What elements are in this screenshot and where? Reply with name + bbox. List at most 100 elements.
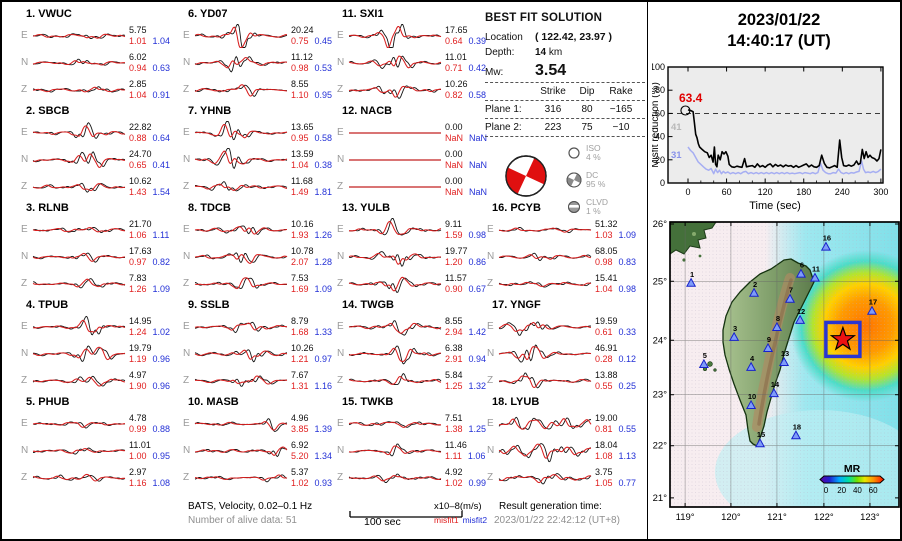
misfit1-value: 0.64: [445, 35, 463, 46]
amplitude-value: 2.85: [129, 79, 147, 89]
misfit1-value: 1.05: [595, 477, 613, 488]
station-block: 9. SSLB E 8.79 1.68 1.33 N 10.26 1.21 0.97…: [180, 299, 338, 394]
misfit1-value: 1.02: [445, 477, 463, 488]
svg-text:20: 20: [837, 486, 846, 495]
waveform-trace: [194, 224, 288, 235]
misfit1-value: 1.20: [445, 256, 463, 267]
channel-row: E 19.59 0.61 0.33: [484, 313, 642, 340]
dataset-label: BATS, Velocity, 0.02–0.1 Hz: [188, 501, 313, 512]
misfit1-value: 1.24: [129, 326, 147, 337]
map-base-layers: [670, 222, 899, 507]
channel-label: E: [21, 127, 28, 138]
amplitude-value: 24.70: [129, 149, 152, 159]
decomposition-list: ISO 4 % DC 95 %: [565, 139, 608, 220]
misfit1-value: 0.61: [595, 326, 613, 337]
channel-row: E 10.16 1.93 1.26: [180, 216, 338, 243]
channel-values: 7.83 1.26 1.09: [126, 273, 174, 294]
station-block: 8. TDCB E 10.16 1.93 1.26 N 10.78 2.07 1.2…: [180, 202, 338, 297]
plane1-row: Plane 1: 316 80 −165: [485, 101, 645, 119]
channel-values: 6.38 2.91 0.94: [442, 343, 490, 364]
misfit2-value: 1.09: [618, 229, 637, 240]
channel-row: E 4.96 3.85 1.39: [180, 410, 338, 437]
channel-label: N: [183, 445, 191, 456]
channel-row: E 0.00 NaN NaN: [334, 119, 492, 146]
svg-text:100: 100: [652, 62, 665, 72]
waveform-trace: [498, 321, 592, 336]
channel-label: Z: [21, 278, 28, 289]
waveform-trace: [32, 85, 126, 92]
misfit1-value: 1.10: [291, 89, 309, 100]
waveform-trace: [194, 23, 288, 48]
colorbar-title: MR: [844, 463, 861, 475]
map-station-number: 10: [748, 392, 756, 401]
misfit1-legend-label: misfit1: [434, 515, 459, 525]
channel-values: 4.78 0.99 0.88: [126, 413, 174, 434]
channel-row: Z 5.84 1.25 1.32: [334, 367, 492, 394]
channel-values: 10.78 2.07 1.28: [288, 246, 336, 267]
station-channels: E 4.96 3.85 1.39 N 6.92 5.20 1.34 Z 5.37 1…: [180, 410, 338, 491]
waveform-trace: [348, 217, 442, 235]
channel-label: Z: [337, 375, 344, 386]
misfit1-value: 1.90: [129, 380, 147, 391]
amplitude-value: 10.26: [291, 343, 314, 353]
misfit2-value: 1.32: [468, 380, 487, 391]
misfit2-value: 1.34: [314, 450, 333, 461]
map-station-number: 6: [800, 261, 804, 270]
channel-label: N: [21, 57, 29, 68]
channel-label: E: [183, 321, 190, 332]
misfit1-value: 2.07: [291, 256, 309, 267]
station-block: 13. YULB E 9.11 1.59 0.98 N 19.77 1.20 0.8…: [334, 202, 492, 297]
station-block: 14. TWGB E 8.55 2.94 1.42 N 6.38 2.91 0.94…: [334, 299, 492, 394]
iso-icon: [565, 145, 583, 161]
channel-row: N 11.46 1.11 1.06: [334, 437, 492, 464]
station-block: 15. TWKB E 7.51 1.38 1.25 N 11.46 1.11 1.0…: [334, 396, 492, 491]
focal-mechanism-beachball-icon: [505, 155, 547, 197]
misfit2-value: 1.28: [314, 256, 333, 267]
misfit1-value: 1.02: [291, 477, 309, 488]
misfit1-value: 1.01: [129, 35, 147, 46]
channel-values: 11.12 0.98 0.53: [288, 52, 336, 73]
misfit-reduction-chart: 0 20 40 60 80 100 0 60 120 180 240 300 Time (sec) Mis…: [652, 62, 888, 212]
channel-values: 4.96 3.85 1.39: [288, 413, 336, 434]
waveform-trace: [194, 348, 288, 362]
svg-text:60: 60: [869, 486, 878, 495]
channel-values: 8.55 1.10 0.95: [288, 79, 336, 100]
waveform-trace: [32, 121, 126, 139]
station-channels: E 19.00 0.81 0.55 N 18.04 1.08 1.13 Z 3.75…: [484, 410, 642, 491]
solution-title: BEST FIT SOLUTION: [485, 12, 603, 24]
channel-label: N: [337, 348, 345, 359]
station-block: 7. YHNB E 13.65 0.95 0.58 N 13.59 1.04 0.3…: [180, 105, 338, 200]
rake-header: Rake: [609, 86, 633, 97]
channel-row: E 9.11 1.59 0.98: [334, 216, 492, 243]
channel-row: N 17.63 0.97 0.82: [18, 243, 176, 270]
misfit2-value: 1.09: [152, 283, 171, 294]
amplitude-value: 6.92: [291, 440, 309, 450]
misfit1-value: 1.49: [291, 186, 309, 197]
map-lon-label: 122°: [814, 512, 834, 522]
waveform-trace: [498, 252, 592, 261]
channel-label: Z: [337, 181, 344, 192]
channel-values: 13.65 0.95 0.58: [288, 122, 336, 143]
amplitude-value: 11.01: [129, 440, 151, 450]
dip-header: Dip: [579, 86, 595, 97]
misfit1-value: 0.94: [129, 62, 147, 73]
station-title: 13. YULB: [342, 202, 391, 214]
station-channels: E 5.75 1.01 1.04 N 6.02 0.94 0.63 Z 2.85 1…: [18, 22, 176, 103]
misfit1-value: 1.16: [129, 477, 147, 488]
channel-label: Z: [21, 181, 28, 192]
map-station-number: 8: [776, 314, 780, 323]
waveform-trace: [349, 185, 441, 188]
waveform-trace: [348, 473, 442, 483]
waveform-trace: [194, 276, 288, 289]
map-station-number: 2: [753, 280, 757, 289]
channel-row: E 21.70 1.06 1.11: [18, 216, 176, 243]
channel-values: 10.62 1.43 1.54: [126, 176, 174, 197]
amplitude-value: 21.70: [129, 219, 152, 229]
map-lat-label: 24°: [653, 335, 668, 346]
map-station-marker: [746, 361, 757, 371]
misfit2-value: 1.13: [618, 450, 637, 461]
misfit1-value: 1.21: [291, 353, 309, 364]
misfit1-value: 0.97: [129, 256, 147, 267]
waveform-trace: [194, 251, 288, 264]
waveform-trace: [498, 372, 592, 388]
